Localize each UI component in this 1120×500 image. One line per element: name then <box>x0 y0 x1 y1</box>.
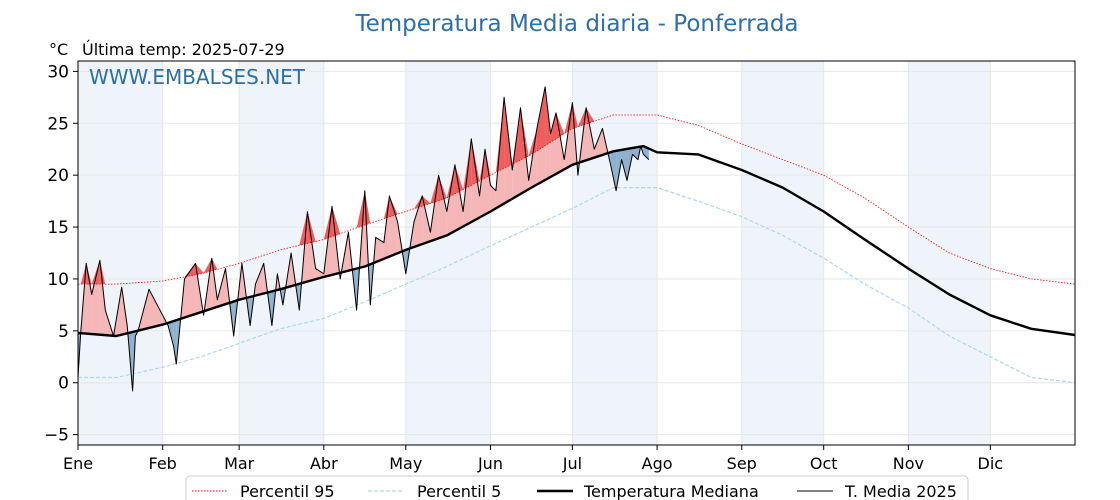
y-tick-label: 15 <box>47 218 69 238</box>
above-p95-fill <box>438 175 447 201</box>
x-tick-label: Sep <box>727 454 757 473</box>
x-tick-label: Ene <box>63 454 93 473</box>
x-tick-label: Nov <box>893 454 924 473</box>
x-tick-label: Ago <box>642 454 673 473</box>
above-p95-fill <box>383 195 390 219</box>
x-tick-label: Jun <box>477 454 503 473</box>
above-p95-fill <box>564 102 573 134</box>
series-line-t-media-2025 <box>77 86 650 392</box>
above-p95-fill <box>307 211 316 244</box>
x-axis: Ene Feb Mar Abr May Jun Jul Ago Sep Oct Nov Dic <box>63 445 1003 473</box>
month-shading <box>78 61 991 445</box>
below-median-fill <box>173 320 177 365</box>
above-p95-fill <box>91 260 100 285</box>
series-lines <box>77 86 1076 392</box>
legend-label: Temperatura Mediana <box>583 482 759 500</box>
legend: Percentil 95 Percentil 5 Temperatura Media… <box>185 475 969 500</box>
above-p95-fill <box>454 164 464 194</box>
legend-label: T. Media 2025 <box>844 482 957 500</box>
above-p95-fill <box>446 164 455 198</box>
plot-frame <box>77 60 1076 446</box>
x-tick-label: Abr <box>310 454 338 473</box>
month-shade <box>741 61 824 445</box>
above-p95-fill <box>550 112 557 143</box>
above-median-fill <box>375 237 384 263</box>
above-median-fill <box>413 195 423 247</box>
below-median-fill <box>643 146 649 160</box>
legend-label: Percentil 95 <box>240 482 335 500</box>
above-median-fill <box>149 289 163 328</box>
watermark: WWW.EMBALSES.NET <box>89 65 306 89</box>
above-median-fill <box>184 263 196 318</box>
above-p95-fill <box>413 195 423 209</box>
x-tick-label: Oct <box>810 454 838 473</box>
below-median-fill <box>621 148 628 181</box>
below-median-fill <box>632 147 638 160</box>
y-tick-label: 30 <box>47 62 69 82</box>
x-tick-label: May <box>389 454 422 473</box>
y-tick-label: 0 <box>58 374 69 394</box>
y-axis: −5 0 5 10 15 20 25 30 <box>44 62 78 446</box>
y-tick-label: 20 <box>47 166 69 186</box>
series-line-percentil-5 <box>78 187 1076 384</box>
anomaly-fills <box>78 86 649 392</box>
above-median-fill <box>422 195 431 245</box>
y-tick-label: 25 <box>47 114 69 134</box>
x-tick-label: Jul <box>562 454 582 473</box>
chart-title: Temperatura Media diaria - Ponferrada <box>354 11 798 37</box>
unit-label: °C <box>49 40 68 59</box>
y-tick-label: −5 <box>44 426 69 446</box>
above-p95-fill <box>536 86 546 151</box>
x-tick-label: Mar <box>224 454 255 473</box>
legend-box <box>185 475 969 500</box>
legend-label: Percentil 5 <box>417 482 501 500</box>
x-tick-label: Feb <box>149 454 177 473</box>
above-p95-fill <box>528 128 537 156</box>
above-p95-fill <box>195 263 204 275</box>
above-p95-fill <box>184 263 196 277</box>
last-temp-subtitle: Última temp: 2025-07-29 <box>82 40 285 59</box>
above-p95-fill <box>323 206 333 240</box>
above-median-fill <box>490 185 496 212</box>
month-shade <box>405 61 491 445</box>
above-p95-fill <box>86 263 92 285</box>
y-tick-label: 5 <box>58 322 69 342</box>
above-median-fill <box>255 263 264 296</box>
above-median-fill <box>594 128 603 158</box>
above-p95-fill <box>463 138 472 190</box>
above-p95-fill <box>520 107 529 160</box>
above-p95-fill <box>430 175 439 204</box>
x-tick-label: Dic <box>978 454 1004 473</box>
above-p95-fill <box>556 112 565 139</box>
y-tick-label: 10 <box>47 270 69 290</box>
series-line-percentil-95 <box>78 114 1076 285</box>
month-shade <box>78 61 163 445</box>
above-p95-fill <box>99 260 106 285</box>
below-median-fill <box>610 150 617 191</box>
